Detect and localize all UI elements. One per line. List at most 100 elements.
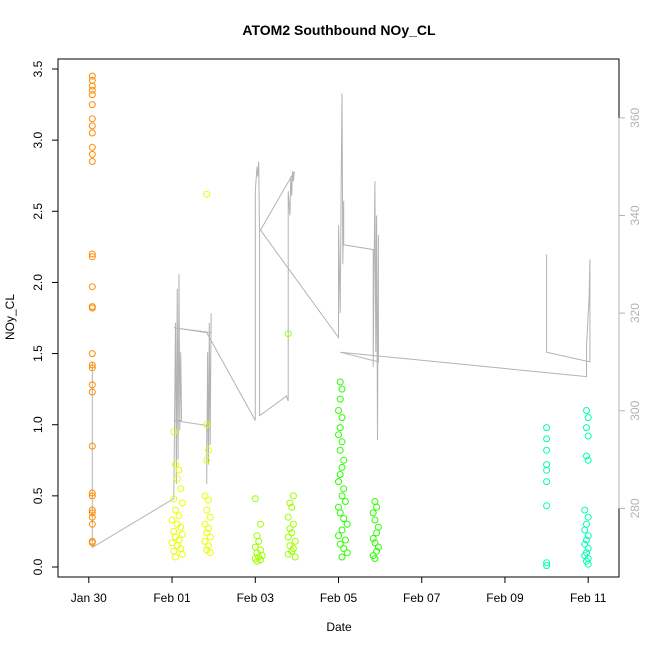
x-tick-label: Feb 05 (320, 591, 358, 605)
data-point-series-5 (584, 560, 592, 568)
data-point-series-1 (88, 86, 96, 94)
data-point-series-2 (172, 461, 179, 469)
data-point-series-2 (168, 516, 176, 524)
data-point-series-5 (581, 540, 589, 548)
data-point-series-4 (335, 532, 342, 540)
y2-tick-label: 280 (628, 498, 642, 518)
data-point-series-1 (88, 388, 96, 396)
data-point-series-4 (371, 555, 379, 562)
data-point-series-2 (205, 542, 212, 550)
data-point-series-2 (175, 466, 183, 474)
data-point-series-3 (284, 513, 292, 521)
data-point-series-5 (543, 424, 551, 432)
data-point-series-2 (205, 496, 212, 504)
data-point-series-1 (88, 143, 96, 151)
data-point-series-3 (284, 550, 292, 558)
data-point-series-1 (88, 361, 96, 369)
data-point-series-4 (336, 471, 344, 478)
data-point-series-2 (206, 549, 214, 557)
data-point-series-1 (88, 150, 96, 158)
data-point-series-2 (178, 499, 186, 507)
data-point-series-5 (584, 456, 592, 464)
data-point-series-2 (177, 485, 185, 493)
data-point-series-1 (88, 509, 96, 517)
data-point-series-4 (340, 545, 348, 552)
data-point-series-2 (201, 537, 209, 545)
data-point-series-4 (340, 456, 348, 464)
y-axis-left: 0.0 0.5 1.0 1.5 2.0 2.5 3.0 3.5 (31, 60, 59, 575)
y-tick-label: 1.5 (31, 345, 45, 362)
data-point-series-5 (583, 424, 590, 432)
data-point-series-2 (177, 523, 185, 531)
data-point-series-4 (338, 526, 346, 534)
data-point-series-1 (88, 91, 96, 99)
data-point-series-4 (338, 414, 346, 422)
x-tick-label: Feb 03 (237, 591, 275, 605)
data-point-series-4 (338, 492, 346, 500)
data-point-series-5 (584, 432, 592, 440)
y-axis-right: 280 300 320 340 360 (618, 107, 642, 518)
data-point-series-1 (88, 364, 96, 372)
data-point-series-1 (88, 539, 96, 547)
y-tick-label: 1.0 (31, 416, 45, 433)
data-point-series-3 (289, 492, 297, 500)
data-point-series-5 (543, 466, 551, 474)
y-tick-label: 0.5 (31, 487, 45, 504)
y2-tick-label: 300 (628, 400, 642, 420)
x-axis: Jan 30 Feb 01 Feb 03 Feb 05 Feb 07 Feb 09 Feb … (71, 576, 607, 605)
data-point-series-2 (205, 525, 212, 533)
data-point-series-1 (88, 129, 96, 137)
data-point-series-4 (373, 529, 381, 537)
points-layer (88, 72, 592, 570)
data-point-series-1 (88, 283, 96, 291)
y-tick-label: 2.0 (31, 274, 45, 291)
data-point-series-3 (284, 330, 292, 338)
data-point-series-5 (583, 452, 590, 460)
data-point-series-2 (170, 428, 178, 436)
data-point-series-4 (336, 378, 344, 386)
data-point-series-5 (584, 532, 592, 540)
data-point-series-5 (584, 513, 592, 521)
data-point-series-3 (258, 552, 266, 560)
data-point-series-2 (178, 530, 186, 538)
y2-tick-label: 320 (628, 303, 642, 323)
y-axis-label: NOy_CL (3, 294, 17, 340)
x-axis-label: Date (326, 620, 352, 634)
secondary-line-layer (91, 93, 591, 549)
data-point-series-4 (340, 485, 348, 493)
y-tick-label: 2.5 (31, 203, 45, 220)
data-point-series-2 (203, 421, 211, 429)
data-point-series-2 (203, 456, 211, 464)
data-point-series-2 (205, 446, 212, 454)
data-point-series-4 (336, 509, 344, 517)
data-point-series-3 (291, 537, 299, 545)
data-point-series-3 (288, 529, 296, 537)
data-point-series-3 (253, 557, 261, 565)
data-point-series-5 (583, 536, 590, 544)
data-point-series-1 (88, 520, 96, 528)
data-point-series-4 (369, 509, 377, 517)
x-tick-label: Feb 07 (403, 591, 441, 605)
data-point-series-4 (335, 431, 342, 439)
data-point-series-1 (88, 122, 96, 130)
data-point-series-3 (288, 503, 296, 511)
data-point-series-1 (88, 304, 96, 312)
data-point-series-3 (251, 495, 259, 503)
data-point-series-4 (340, 515, 348, 523)
data-point-series-5 (543, 502, 551, 510)
x-tick-label: Feb 01 (153, 591, 191, 605)
data-point-series-2 (172, 506, 179, 514)
data-point-series-1 (88, 72, 96, 80)
data-point-series-2 (170, 495, 178, 503)
data-point-series-5 (543, 478, 551, 486)
data-point-series-1 (88, 492, 96, 500)
data-point-series-4 (336, 540, 344, 548)
data-point-series-1 (88, 489, 96, 497)
data-point-series-4 (373, 547, 381, 555)
data-point-series-2 (201, 492, 209, 500)
data-point-series-1 (88, 350, 96, 358)
data-point-series-1 (88, 250, 96, 258)
data-point-series-4 (343, 520, 351, 528)
data-point-series-4 (338, 553, 346, 561)
